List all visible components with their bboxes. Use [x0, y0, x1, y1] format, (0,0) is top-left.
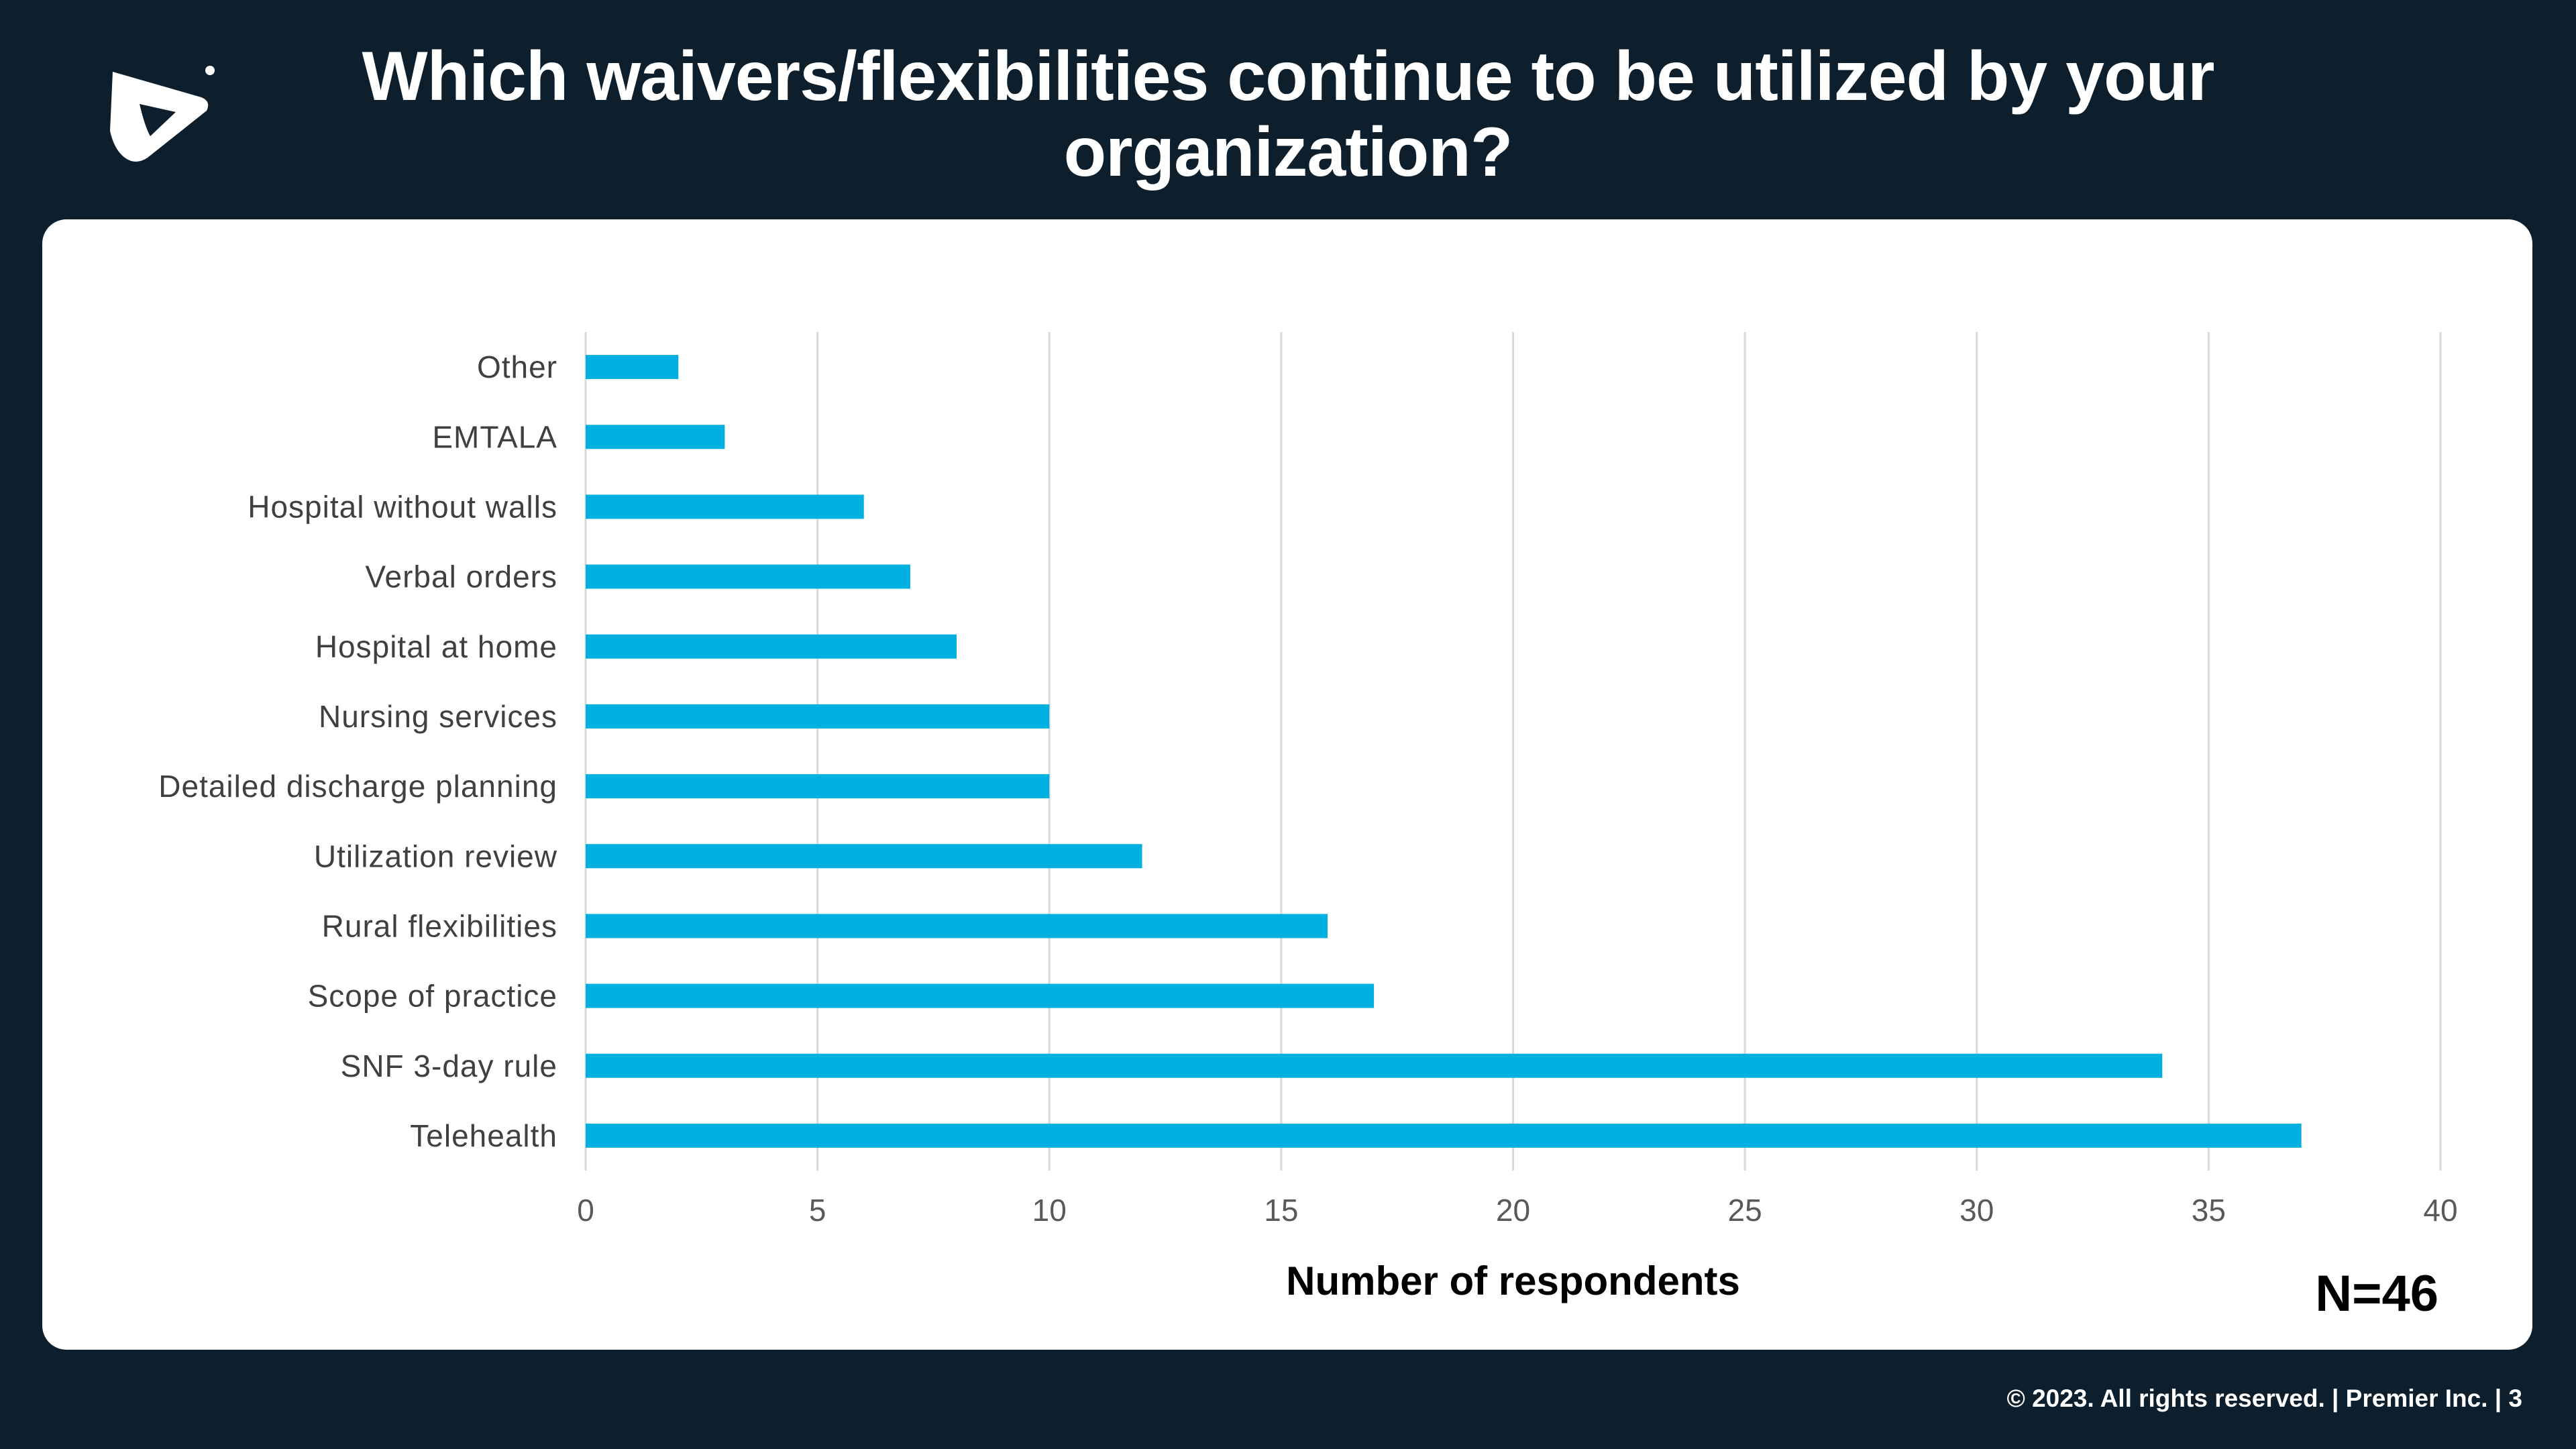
- bar: [586, 704, 1050, 729]
- category-label: Scope of practice: [308, 979, 557, 1014]
- bar: [586, 425, 725, 449]
- bar: [586, 494, 864, 519]
- category-label: Rural flexibilities: [322, 908, 557, 943]
- bar: [586, 844, 1142, 869]
- bar: [586, 1123, 2302, 1148]
- category-label: Other: [477, 350, 557, 384]
- x-tick-label: 40: [2423, 1193, 2457, 1228]
- bar-chart: 0 5 10 15 20 25 30 35 40 Other EMTALA Hospital with…: [158, 332, 2458, 1303]
- category-label: Detailed discharge planning: [158, 769, 557, 804]
- category-label: Utilization review: [314, 839, 557, 873]
- bar: [586, 564, 910, 589]
- x-tick-label: 20: [1496, 1193, 1530, 1228]
- x-tick-label: 15: [1264, 1193, 1298, 1228]
- x-tick-label: 5: [809, 1193, 826, 1228]
- category-label: Telehealth: [410, 1118, 557, 1153]
- bar: [586, 983, 1375, 1008]
- category-label: Hospital at home: [315, 629, 557, 664]
- category-label: Verbal orders: [365, 559, 557, 594]
- bar: [586, 1053, 2163, 1078]
- category-label: Nursing services: [319, 699, 557, 734]
- bar: [586, 774, 1050, 799]
- bar: [586, 634, 957, 659]
- x-tick-label: 35: [2192, 1193, 2226, 1228]
- category-label: EMTALA: [432, 419, 557, 454]
- category-label: Hospital without walls: [248, 489, 557, 524]
- x-tick-label: 30: [1960, 1193, 1994, 1228]
- sample-size-label: N=46: [2315, 1265, 2438, 1322]
- category-label: SNF 3-day rule: [341, 1049, 557, 1083]
- x-tick-label: 10: [1032, 1193, 1067, 1228]
- premier-logo-icon: [110, 66, 215, 162]
- bar: [586, 914, 1328, 938]
- x-tick-label: 0: [577, 1193, 594, 1228]
- bar: [586, 355, 679, 380]
- chart-panel: 0 5 10 15 20 25 30 35 40 Other EMTALA Hospital with…: [42, 219, 2532, 1350]
- x-tick-label: 25: [1728, 1193, 1762, 1228]
- x-axis-title: Number of respondents: [1286, 1258, 1740, 1303]
- slide-title: Which waivers/flexibilities continue to …: [362, 38, 2214, 191]
- footer-copyright: © 2023. All rights reserved. | Premier I…: [2006, 1385, 2522, 1412]
